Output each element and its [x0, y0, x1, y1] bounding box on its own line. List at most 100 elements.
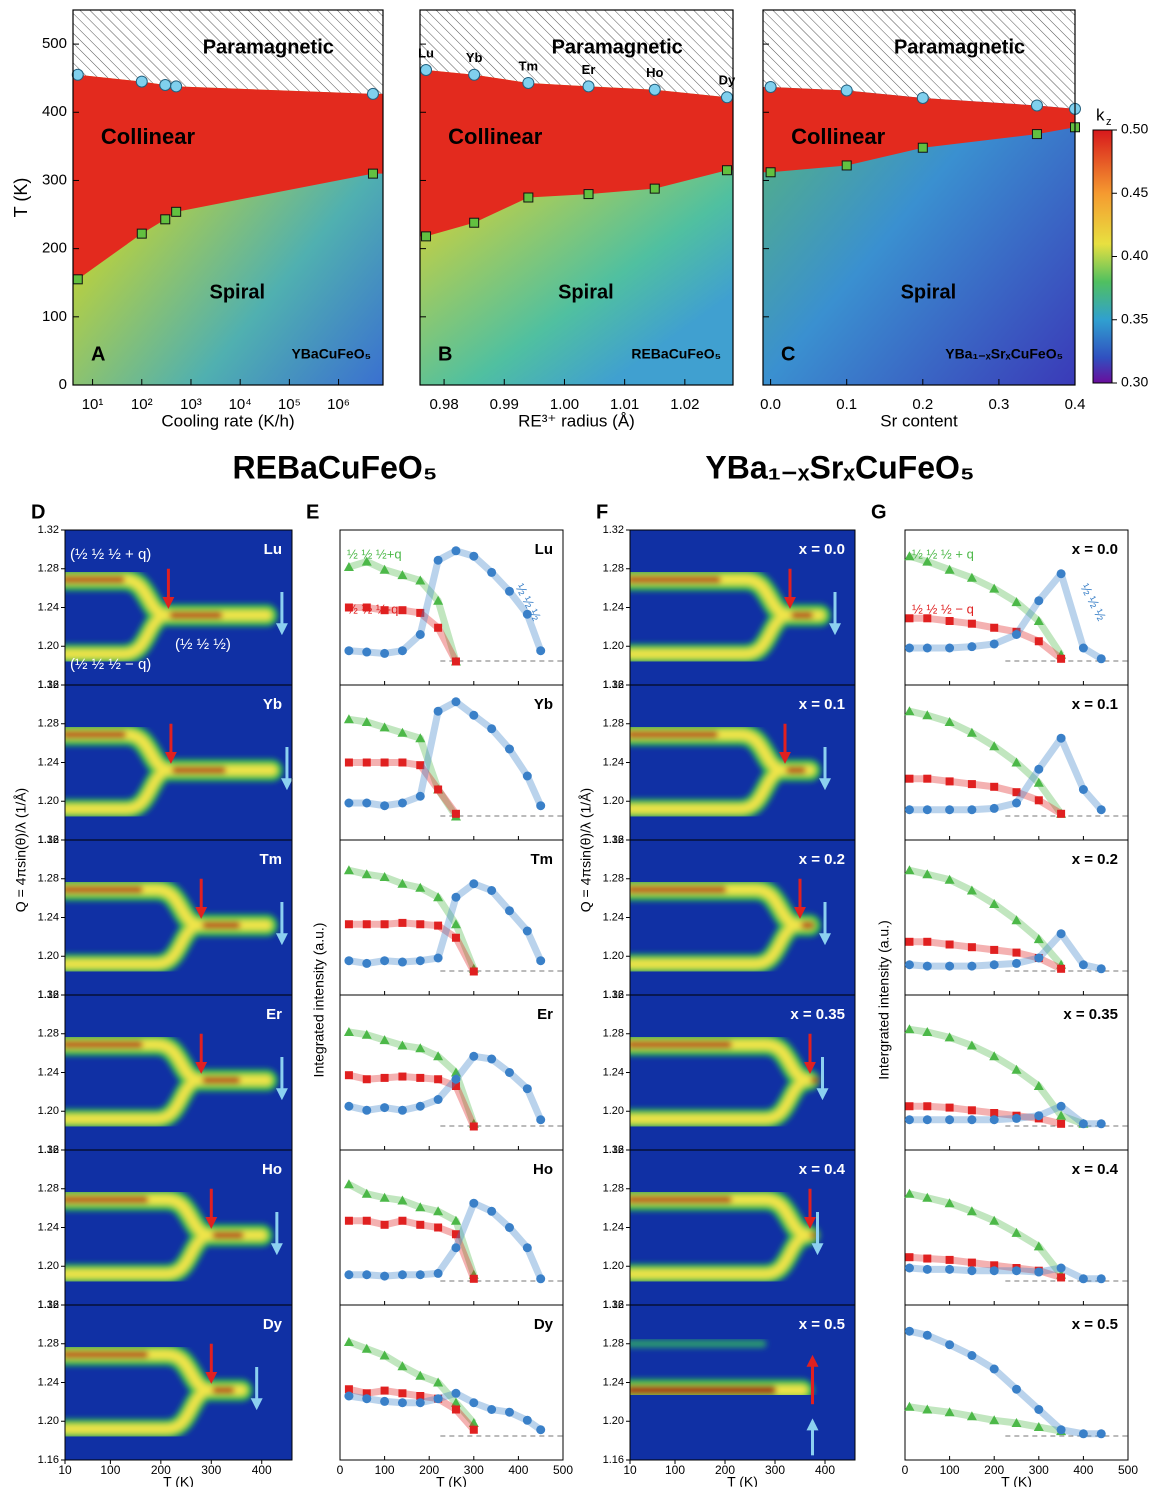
data-point	[398, 606, 407, 615]
subpanel-label: x = 0.2	[1072, 851, 1118, 868]
subpanel-label: Tm	[531, 851, 554, 868]
intensity-bands	[630, 1188, 820, 1284]
panel-letter: A	[91, 343, 105, 365]
y-tick-label: 1.32	[603, 524, 624, 536]
data-point	[989, 583, 1000, 593]
data-point	[343, 562, 354, 571]
x-tick-label: 100	[375, 1463, 395, 1477]
intensity-bands	[630, 723, 821, 819]
data-point	[415, 1043, 426, 1053]
data-point	[398, 1216, 407, 1225]
colorbar-tick-label: 0.50	[1121, 121, 1148, 137]
data-point	[504, 1407, 514, 1417]
data-point	[922, 710, 933, 720]
data-point	[343, 714, 354, 724]
point-label: Yb	[466, 50, 483, 65]
y-tick-label: 1.32	[38, 989, 59, 1001]
data-point	[362, 958, 372, 968]
data-point	[1078, 1274, 1088, 1284]
y-tick-label: 1.28	[38, 563, 59, 575]
data-point	[344, 798, 354, 808]
phase-label: Collinear	[448, 124, 543, 149]
y-tick-label: 1.28	[38, 1183, 59, 1195]
data-point	[344, 920, 353, 929]
data-point	[904, 960, 914, 970]
collinear-region	[73, 74, 383, 280]
data-point	[415, 1202, 426, 1212]
panel-letter: G	[871, 501, 887, 523]
data-point	[451, 697, 461, 707]
data-point	[487, 567, 497, 577]
data-point	[451, 1405, 460, 1414]
data-point	[469, 551, 479, 561]
x-tick-label: 0.0	[760, 396, 781, 413]
plot-area	[904, 1149, 1129, 1306]
y-tick-label: 1.16	[603, 679, 624, 691]
data-point	[904, 805, 914, 815]
plot-area	[339, 1304, 564, 1461]
series-trace	[909, 930, 1103, 973]
peak-annotation: (½ ½ ½ + q)	[70, 546, 151, 563]
data-point	[344, 603, 353, 612]
data-point	[343, 865, 354, 875]
data-point	[1056, 1101, 1066, 1111]
phase-label: Spiral	[558, 281, 614, 303]
data-point	[397, 1105, 407, 1115]
phase-label: Spiral	[901, 281, 957, 303]
colorbar-title-sub: z	[1106, 116, 1112, 128]
subpanel-label: x = 0.4	[1072, 1161, 1119, 1178]
data-point	[1034, 796, 1043, 805]
band	[630, 610, 795, 659]
data-point	[904, 1024, 915, 1034]
data-point	[1056, 929, 1066, 939]
heatmap	[65, 530, 292, 685]
data-point	[434, 1075, 443, 1084]
data-point	[398, 918, 407, 927]
panel-letter: D	[31, 501, 45, 523]
x-tick-label: 1.01	[610, 396, 639, 413]
data-point	[344, 1385, 353, 1394]
data-point	[379, 564, 390, 574]
data-point	[362, 603, 371, 612]
spiral-point	[1031, 129, 1042, 140]
colorbar-tick-label: 0.40	[1121, 247, 1148, 263]
y-tick-label: 1.20	[603, 640, 624, 652]
data-point	[433, 1095, 443, 1104]
data-point	[522, 1243, 532, 1253]
point-label: Lu	[418, 45, 434, 60]
x-tick-label: 1.00	[550, 396, 579, 413]
data-point	[944, 564, 955, 574]
data-point	[451, 1388, 461, 1398]
heatmap	[630, 840, 855, 995]
data-point	[905, 774, 914, 783]
heatmap	[630, 1305, 855, 1460]
data-point	[1012, 798, 1021, 808]
x-tick-label: 400	[815, 1463, 835, 1477]
data-point	[905, 614, 914, 623]
data-point	[967, 642, 977, 652]
data-point	[450, 1215, 461, 1225]
data-point	[990, 782, 999, 791]
data-point	[922, 1192, 933, 1202]
data-point	[922, 961, 932, 971]
spiral-point	[171, 206, 182, 217]
data-point	[990, 945, 999, 954]
data-point	[416, 1073, 425, 1082]
x-tick-label: 300	[464, 1463, 484, 1477]
data-point	[966, 1040, 977, 1050]
data-point	[989, 1415, 1000, 1425]
data-point	[1056, 1110, 1067, 1120]
series-trace	[908, 707, 1064, 816]
data-point	[362, 1216, 371, 1225]
data-point	[1011, 1418, 1022, 1427]
data-point	[469, 879, 479, 889]
data-point	[967, 1115, 977, 1125]
y-tick-label: 1.28	[38, 1338, 59, 1350]
data-point	[1034, 953, 1044, 963]
data-point	[904, 1263, 914, 1273]
data-point	[416, 761, 425, 770]
data-point	[536, 1425, 546, 1435]
y-tick-label: 400	[42, 103, 67, 120]
series-trace	[908, 552, 1065, 657]
band	[65, 1230, 216, 1279]
